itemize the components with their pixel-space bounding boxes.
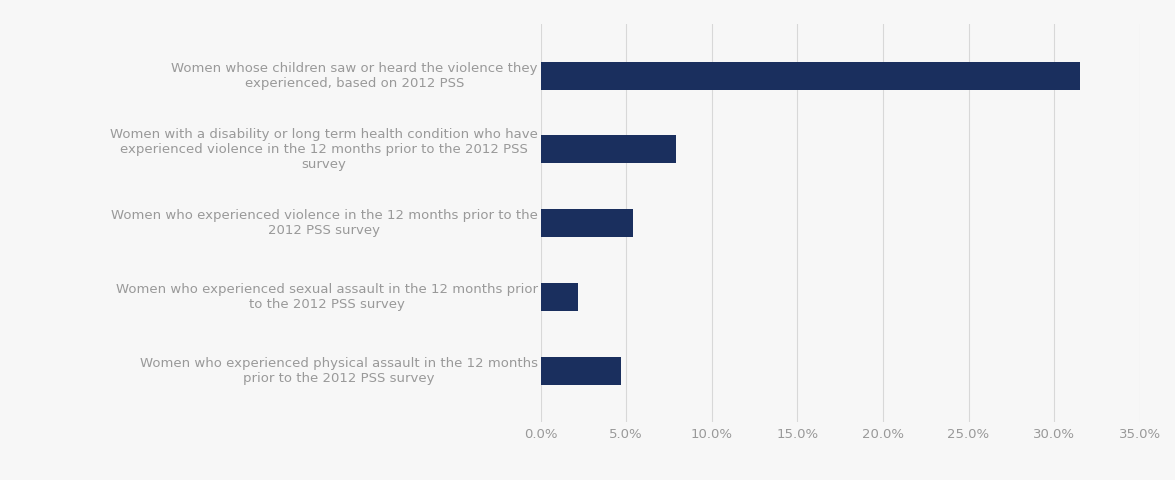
Text: Women who experienced sexual assault in the 12 months prior
to the 2012 PSS surv: Women who experienced sexual assault in … [115, 283, 537, 311]
Text: Women who experienced physical assault in the 12 months
prior to the 2012 PSS su: Women who experienced physical assault i… [140, 357, 537, 385]
Bar [540, 61, 1080, 90]
Bar [540, 209, 633, 237]
Bar [540, 283, 578, 311]
Text: Women who experienced violence in the 12 months prior to the
2012 PSS survey: Women who experienced violence in the 12… [110, 209, 537, 237]
Bar [540, 135, 676, 164]
Text: Women with a disability or long term health condition who have
experienced viole: Women with a disability or long term hea… [109, 128, 537, 171]
Text: Women whose children saw or heard the violence they
experienced, based on 2012 P: Women whose children saw or heard the vi… [172, 61, 537, 90]
Bar [540, 357, 620, 385]
